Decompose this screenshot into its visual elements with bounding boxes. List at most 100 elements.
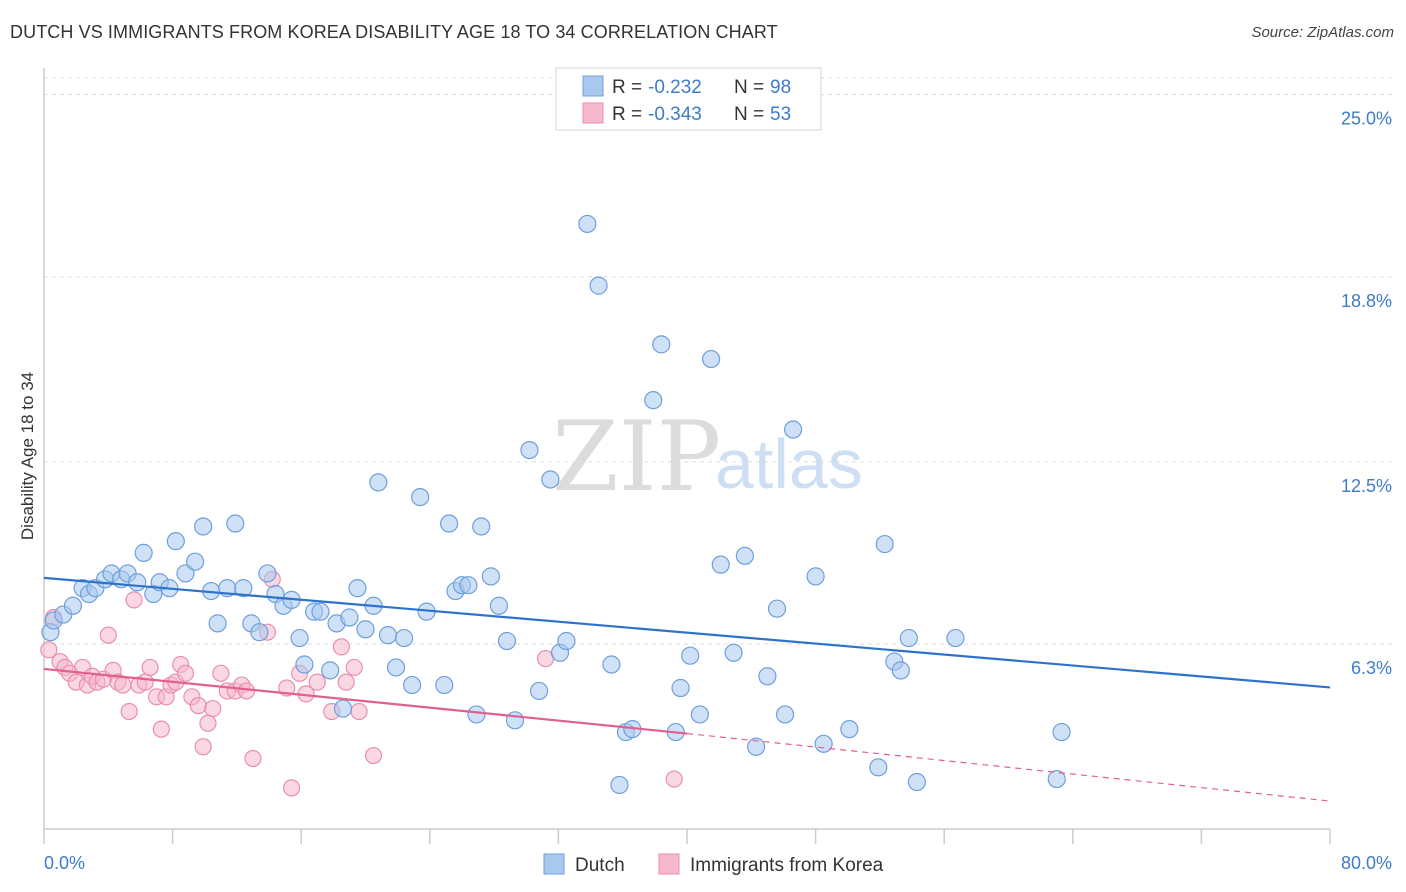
dutch-point [63,596,83,615]
dutch-point [356,620,375,639]
korea-point [308,673,326,691]
dutch-point [369,473,388,492]
dutch-point [907,772,926,792]
dutch-point [806,567,825,586]
dutch-point [557,631,576,651]
korea-point [120,702,138,721]
korea-point [345,658,363,677]
dutch-series [41,214,1071,795]
dutch-point [439,514,459,533]
dutch-point [783,420,803,439]
dutch-point [589,276,608,295]
korea-point [244,749,262,768]
dutch-point [311,602,330,621]
korea-point [332,638,350,656]
x-tick-label-min: 0.0% [44,853,85,873]
korea-legend-swatch [582,102,604,124]
dutch-point [176,564,195,583]
dutch-point [758,667,777,686]
korea-r-label: R = [612,104,642,125]
korea-point [152,720,170,738]
dutch-point [690,705,709,724]
korea-point [212,664,230,682]
dutch-point [166,532,185,551]
dutch-point [258,564,277,583]
dutch-point [711,555,730,574]
korea-n-label: N = [734,104,764,125]
korea-point [114,676,132,694]
stats-legend: R = -0.232 N = 98 R = -0.343 N = 53 [555,67,822,131]
korea-point [141,658,159,677]
dutch-point [891,661,910,680]
korea-bottom-legend-swatch [658,853,680,875]
dutch-point [208,614,227,633]
source-label: Source: ZipAtlas.com [1251,24,1394,41]
korea-point [99,626,117,644]
axes [43,68,1331,844]
korea-point [282,779,301,797]
dutch-point [644,391,663,410]
dutch-point [840,720,859,739]
dutch-point [652,335,671,354]
dutch-point [541,470,560,489]
dutch-point [403,675,422,695]
dutch-point [340,608,359,627]
dutch-point [505,711,525,730]
dutch-point [530,681,549,701]
dutch-point [775,705,795,724]
dutch-point [489,596,509,615]
dutch-point [875,534,894,554]
dutch-n-label: N = [734,77,764,98]
dutch-legend-swatch [582,75,604,97]
watermark-zip: ZIP [552,401,721,513]
korea-n-value: 53 [770,104,791,125]
korea-trendline [43,667,688,735]
korea-trendline-extension [686,732,1331,802]
dutch-point [386,658,406,677]
dutch-point [295,655,314,674]
dutch-point [814,734,833,753]
dutch-point [946,628,965,648]
dutch-point [724,643,743,662]
korea-point [40,641,58,659]
series-legend: Dutch Immigrants from Korea [543,853,884,876]
dutch-point [234,579,253,598]
dutch-point [411,487,430,507]
dutch-r-label: R = [612,77,642,98]
korea-point [199,714,217,732]
dutch-point [186,552,205,571]
korea-point [136,673,154,691]
dutch-point [497,631,517,651]
trendlines [43,576,1331,802]
dutch-point [681,646,700,665]
dutch-point [602,655,621,674]
korea-r-value: -0.343 [648,104,702,125]
dutch-point [290,628,309,648]
korea-point [125,591,143,609]
dutch-point [702,349,721,369]
dutch-bottom-legend-label: Dutch [575,855,625,876]
dutch-point [520,440,539,460]
dutch-point [735,546,754,565]
korea-point [204,699,222,718]
dutch-point [610,775,629,795]
dutch-point [472,517,491,536]
korea-point [189,697,207,715]
dutch-point [333,699,353,718]
dutch-point [869,758,888,777]
dutch-point [394,628,414,648]
korea-point [364,746,383,765]
korea-point [337,673,355,691]
chart-title: DUTCH VS IMMIGRANTS FROM KOREA DISABILIT… [10,22,778,42]
dutch-point [1047,769,1066,789]
dutch-point [435,675,454,695]
korea-point [665,770,683,788]
dutch-point [194,517,213,536]
x-tick-label-max: 80.0% [1341,853,1392,873]
y-tick-label: 25.0% [1341,109,1392,129]
dutch-point [767,599,787,618]
y-axis-title: Disability Age 18 to 34 [18,372,37,540]
dutch-point [899,628,918,648]
dutch-point [348,579,367,598]
